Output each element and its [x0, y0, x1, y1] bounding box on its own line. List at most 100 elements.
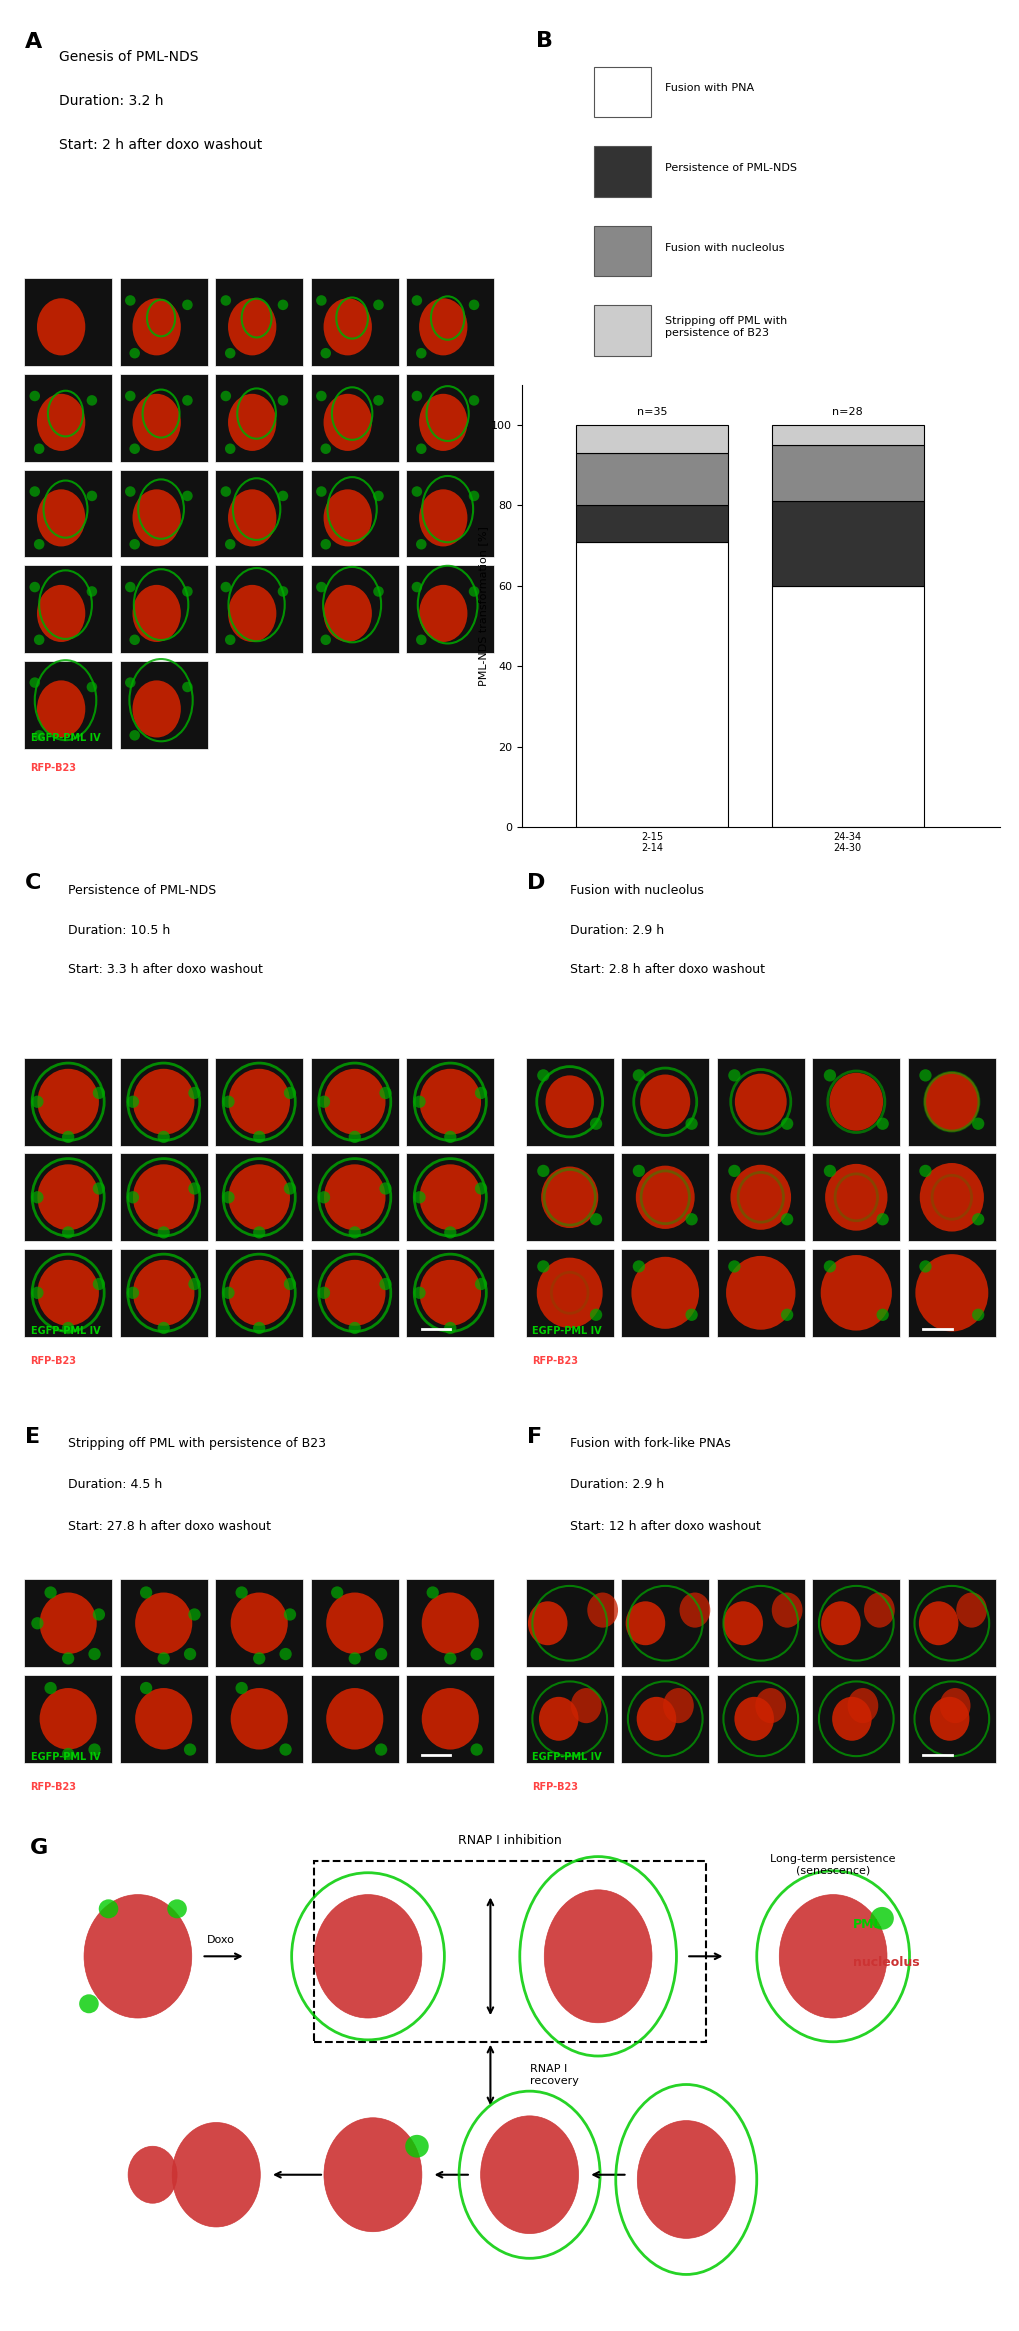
FancyBboxPatch shape: [24, 1249, 112, 1336]
Ellipse shape: [228, 394, 276, 450]
Circle shape: [253, 1226, 265, 1238]
Circle shape: [413, 1287, 425, 1298]
Ellipse shape: [37, 298, 86, 354]
Circle shape: [918, 1261, 930, 1273]
Circle shape: [348, 1322, 361, 1333]
FancyBboxPatch shape: [406, 1058, 494, 1147]
Circle shape: [45, 1683, 57, 1695]
Text: RFP-B23: RFP-B23: [532, 1781, 578, 1793]
Ellipse shape: [679, 1592, 709, 1627]
Circle shape: [220, 487, 231, 497]
Text: Long-term persistence
(senescence): Long-term persistence (senescence): [769, 1853, 895, 1876]
Circle shape: [412, 583, 422, 592]
Ellipse shape: [828, 1072, 882, 1131]
FancyBboxPatch shape: [907, 1249, 995, 1336]
Text: D: D: [526, 872, 544, 893]
Circle shape: [373, 585, 383, 597]
Ellipse shape: [730, 1166, 791, 1231]
Circle shape: [183, 1744, 196, 1755]
FancyBboxPatch shape: [24, 1676, 112, 1762]
Ellipse shape: [228, 1163, 289, 1231]
Circle shape: [222, 1191, 234, 1203]
Circle shape: [126, 1191, 139, 1203]
Ellipse shape: [323, 298, 372, 354]
FancyBboxPatch shape: [311, 564, 398, 653]
Text: Start: 2 h after doxo washout: Start: 2 h after doxo washout: [58, 138, 262, 152]
Ellipse shape: [132, 585, 180, 641]
Text: EGFP-PML IV: EGFP-PML IV: [532, 1751, 601, 1762]
Circle shape: [182, 490, 193, 501]
Circle shape: [87, 396, 97, 406]
Circle shape: [225, 634, 235, 646]
Text: RFP-B23: RFP-B23: [31, 1357, 76, 1366]
Bar: [576, 424, 728, 452]
Circle shape: [140, 1683, 152, 1695]
FancyBboxPatch shape: [716, 1580, 804, 1667]
Circle shape: [220, 583, 231, 592]
Ellipse shape: [419, 394, 467, 450]
FancyBboxPatch shape: [593, 305, 650, 357]
Bar: [770, 424, 922, 445]
FancyBboxPatch shape: [716, 1676, 804, 1762]
Ellipse shape: [914, 1254, 987, 1331]
Ellipse shape: [587, 1592, 618, 1627]
FancyBboxPatch shape: [215, 373, 303, 462]
Circle shape: [685, 1308, 697, 1322]
Circle shape: [129, 443, 140, 455]
Circle shape: [220, 296, 231, 305]
Circle shape: [971, 1212, 983, 1226]
Text: RFP-B23: RFP-B23: [31, 762, 76, 774]
Ellipse shape: [421, 1592, 478, 1655]
FancyBboxPatch shape: [621, 1676, 708, 1762]
Circle shape: [875, 1308, 888, 1322]
Ellipse shape: [421, 1688, 478, 1751]
Text: Start: 27.8 h after doxo washout: Start: 27.8 h after doxo washout: [68, 1520, 271, 1534]
FancyBboxPatch shape: [406, 1676, 494, 1762]
Circle shape: [189, 1277, 201, 1289]
Ellipse shape: [923, 1072, 978, 1131]
Ellipse shape: [635, 1166, 694, 1228]
Ellipse shape: [536, 1259, 602, 1329]
FancyBboxPatch shape: [621, 1249, 708, 1336]
Circle shape: [182, 681, 193, 692]
Circle shape: [443, 1653, 455, 1664]
Circle shape: [379, 1086, 391, 1100]
FancyBboxPatch shape: [119, 1058, 208, 1147]
FancyBboxPatch shape: [716, 1058, 804, 1147]
Circle shape: [318, 1287, 330, 1298]
Text: nucleolus: nucleolus: [852, 1956, 918, 1970]
Circle shape: [125, 296, 136, 305]
Circle shape: [189, 1608, 201, 1620]
Circle shape: [99, 1900, 118, 1918]
FancyBboxPatch shape: [311, 1676, 398, 1762]
Circle shape: [87, 585, 97, 597]
Text: C: C: [25, 872, 42, 893]
Circle shape: [443, 1131, 455, 1142]
Circle shape: [157, 1131, 170, 1142]
Ellipse shape: [324, 1259, 385, 1326]
FancyBboxPatch shape: [24, 660, 112, 748]
Circle shape: [279, 1648, 291, 1660]
Circle shape: [157, 1322, 170, 1333]
Ellipse shape: [734, 1697, 773, 1741]
FancyBboxPatch shape: [24, 373, 112, 462]
Circle shape: [918, 1070, 930, 1082]
Circle shape: [412, 487, 422, 497]
Circle shape: [373, 301, 383, 310]
Circle shape: [469, 490, 479, 501]
Circle shape: [537, 1261, 549, 1273]
Circle shape: [129, 730, 140, 741]
FancyBboxPatch shape: [811, 1058, 900, 1147]
FancyBboxPatch shape: [311, 1058, 398, 1147]
Text: n=35: n=35: [636, 408, 666, 417]
Circle shape: [126, 1287, 139, 1298]
Circle shape: [93, 1608, 105, 1620]
Text: Duration: 3.2 h: Duration: 3.2 h: [58, 93, 163, 107]
Circle shape: [379, 1277, 391, 1289]
Circle shape: [918, 1166, 930, 1177]
Ellipse shape: [40, 1592, 97, 1655]
Bar: [770, 445, 922, 501]
FancyBboxPatch shape: [593, 147, 650, 196]
Y-axis label: PML-NDS transformation [%]: PML-NDS transformation [%]: [478, 527, 488, 685]
Text: RFP-B23: RFP-B23: [532, 1357, 578, 1366]
